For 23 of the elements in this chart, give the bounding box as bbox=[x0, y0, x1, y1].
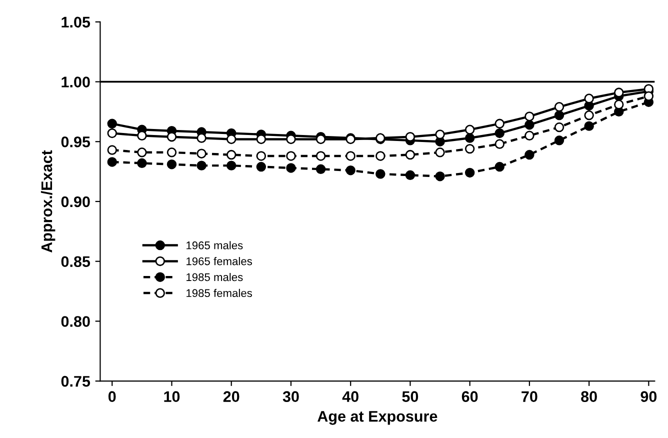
y-tick-label: 0.80 bbox=[61, 316, 90, 327]
x-tick-label: 90 bbox=[640, 391, 657, 402]
x-axis-title: Age at Exposure bbox=[318, 411, 438, 425]
x-tick-label: 70 bbox=[522, 391, 538, 402]
y-axis-title: Approx./Exact bbox=[40, 150, 56, 252]
x-tick-label: 30 bbox=[282, 391, 299, 402]
x-tick-label: 50 bbox=[402, 391, 418, 402]
x-tick-label: 10 bbox=[164, 391, 180, 402]
y-tick-label: 0.85 bbox=[61, 256, 90, 268]
x-tick-label: 60 bbox=[462, 391, 478, 402]
legend-label: 1965 males bbox=[186, 241, 243, 250]
y-tick-label: 1.05 bbox=[62, 16, 90, 28]
y-tick-label: 0.90 bbox=[61, 196, 90, 208]
legend-label: 1985 females bbox=[186, 288, 252, 298]
x-tick-label: 80 bbox=[581, 391, 597, 402]
y-tick-label: 0.75 bbox=[61, 376, 90, 387]
legend-label: 1965 females bbox=[186, 257, 252, 266]
y-tick-label: 0.95 bbox=[61, 136, 90, 148]
legend-label: 1985 males bbox=[186, 272, 243, 282]
x-tick-label: 20 bbox=[223, 391, 240, 402]
x-tick-label: 40 bbox=[342, 391, 358, 402]
x-tick-label: 0 bbox=[108, 391, 116, 402]
y-tick-label: 1.00 bbox=[62, 76, 90, 88]
